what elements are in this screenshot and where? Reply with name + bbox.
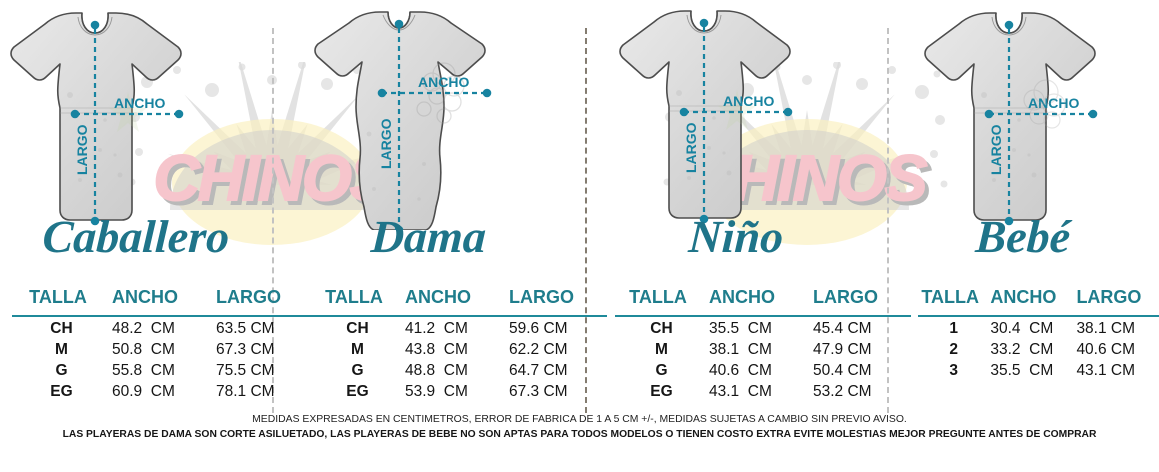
svg-text:LARGO: LARGO	[683, 122, 699, 173]
svg-text:LARGO: LARGO	[988, 124, 1004, 175]
svg-text:ANCHO: ANCHO	[723, 93, 774, 109]
svg-text:LARGO: LARGO	[74, 124, 90, 175]
svg-text:ANCHO: ANCHO	[418, 74, 469, 90]
svg-text:ANCHO: ANCHO	[114, 95, 165, 111]
svg-text:LARGO: LARGO	[378, 118, 394, 169]
